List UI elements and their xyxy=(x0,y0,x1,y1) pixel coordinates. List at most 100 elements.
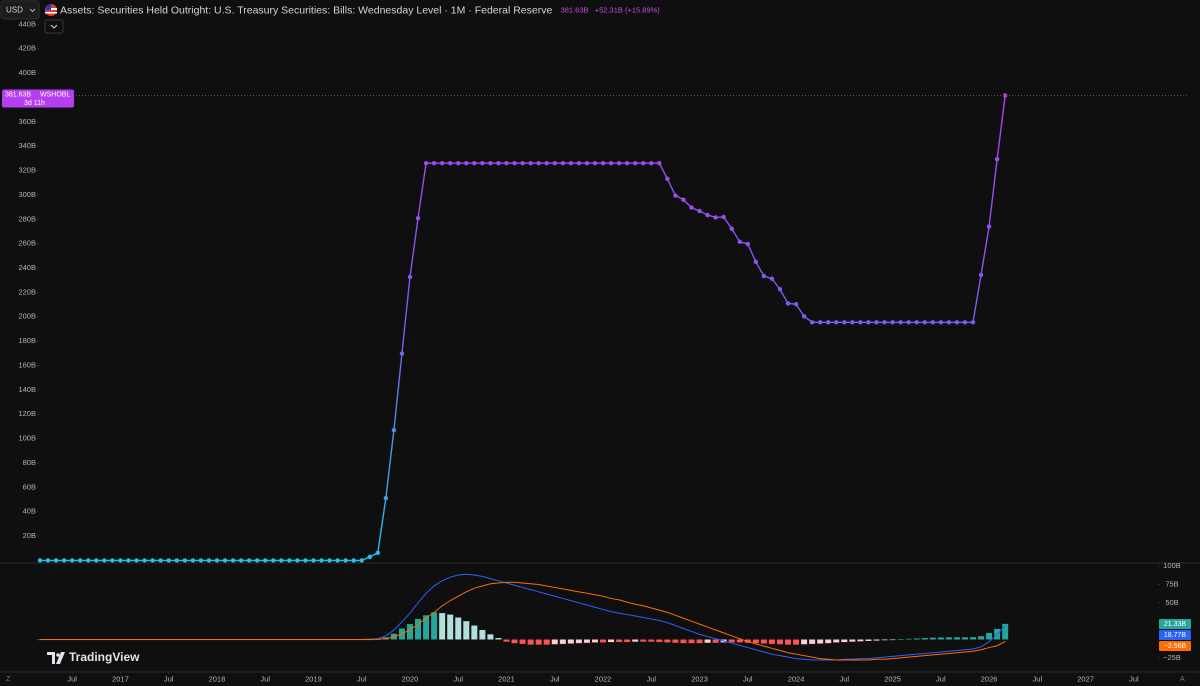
histogram-bar xyxy=(776,639,783,645)
histogram-bar xyxy=(439,613,446,640)
data-point xyxy=(110,558,115,563)
x-tick-label: 2023 xyxy=(691,674,708,683)
histogram-bar xyxy=(913,638,920,640)
data-point xyxy=(753,259,759,265)
histogram-bar xyxy=(978,636,985,640)
histogram-bar xyxy=(551,639,558,645)
change: +52.31B (+15.89%) xyxy=(595,5,661,14)
data-point xyxy=(150,558,155,563)
y-tick-label: 120B xyxy=(18,409,36,418)
histogram-bar xyxy=(817,639,824,644)
y-tick-label: 20B xyxy=(23,531,36,540)
data-point xyxy=(552,161,557,166)
data-point xyxy=(367,554,372,560)
last-value-badge xyxy=(2,89,74,108)
histogram-bar xyxy=(961,637,968,640)
corner-button[interactable]: Z xyxy=(6,676,11,683)
x-tick-label: 2021 xyxy=(498,674,515,683)
data-point xyxy=(407,274,413,280)
histogram-bar xyxy=(881,639,888,641)
collapse-button[interactable] xyxy=(44,19,64,34)
histogram-bar xyxy=(519,639,526,644)
indicator-y-tick-label: 100B xyxy=(1163,561,1181,570)
data-point xyxy=(214,558,220,563)
data-point xyxy=(37,558,43,563)
histogram-bar xyxy=(664,639,671,643)
data-point xyxy=(713,215,718,220)
indicator-line xyxy=(40,581,1006,661)
y-tick-label: 400B xyxy=(18,68,36,77)
x-tick-label: 2022 xyxy=(595,674,612,683)
data-point xyxy=(488,161,493,166)
data-point xyxy=(954,320,960,325)
data-point xyxy=(657,161,662,166)
collapse-icon xyxy=(50,24,58,29)
histogram-bar xyxy=(953,637,960,640)
data-point xyxy=(874,320,879,325)
data-point xyxy=(512,161,517,166)
data-point xyxy=(898,320,903,325)
histogram-bar xyxy=(559,639,566,644)
data-point xyxy=(464,161,469,166)
data-point xyxy=(777,287,783,292)
y-tick-label: 300B xyxy=(18,190,36,199)
collapse-box[interactable] xyxy=(44,19,64,34)
data-point xyxy=(287,558,292,563)
last-value: 381.63B xyxy=(561,5,589,14)
histogram-bar xyxy=(455,617,462,640)
corner-button[interactable]: A xyxy=(1180,676,1185,683)
histogram-bar xyxy=(680,639,687,644)
data-point xyxy=(142,558,147,563)
data-point xyxy=(61,558,67,563)
indicator-badge xyxy=(1159,630,1191,640)
y-tick-label: 200B xyxy=(18,312,36,321)
histogram-bar xyxy=(728,639,735,643)
histogram-bar xyxy=(487,634,494,640)
histogram-bar xyxy=(608,639,615,643)
currency-box[interactable] xyxy=(0,0,40,20)
data-point xyxy=(729,226,734,231)
histogram-bar xyxy=(760,639,767,644)
y-tick-label: 160B xyxy=(18,360,36,369)
y-tick-label: 220B xyxy=(18,287,36,296)
flag-canton xyxy=(45,4,51,10)
data-point xyxy=(206,558,212,563)
histogram-bar xyxy=(600,639,607,643)
data-point xyxy=(970,320,976,325)
data-point xyxy=(705,212,710,218)
data-point xyxy=(335,558,340,563)
x-tick-label: 2018 xyxy=(209,674,226,683)
currency[interactable]: USD xyxy=(6,6,23,15)
histogram-bar xyxy=(752,639,759,644)
x-tick-label: Jul xyxy=(260,674,270,683)
currency-button[interactable]: USD xyxy=(0,0,40,20)
y-tick-label: 360B xyxy=(18,117,36,126)
x-tick-label: Jul xyxy=(840,674,850,683)
x-tick-label: Jul xyxy=(646,674,656,683)
data-point xyxy=(327,558,332,563)
histogram-bar xyxy=(825,639,832,644)
x-tick-label: 2026 xyxy=(981,674,998,683)
y-tick-label: 320B xyxy=(18,166,36,175)
x-tick-label: Jul xyxy=(67,674,77,683)
data-point xyxy=(190,558,196,563)
data-point xyxy=(311,558,316,563)
data-point xyxy=(906,320,911,325)
x-tick-label: 2019 xyxy=(305,674,322,683)
histogram-bar xyxy=(704,639,711,643)
histogram-bar xyxy=(503,639,510,642)
data-point xyxy=(246,558,252,563)
data-point xyxy=(697,208,702,214)
data-point xyxy=(480,161,485,166)
histogram-bar xyxy=(535,639,542,645)
x-tick-label: 2024 xyxy=(788,674,805,683)
data-point xyxy=(295,558,300,563)
y-tick-label: 240B xyxy=(18,263,36,272)
data-point xyxy=(665,176,670,182)
histogram-bar xyxy=(986,632,993,640)
histogram-bar xyxy=(921,638,928,640)
data-point xyxy=(391,427,397,433)
histogram-bar xyxy=(1002,623,1009,640)
